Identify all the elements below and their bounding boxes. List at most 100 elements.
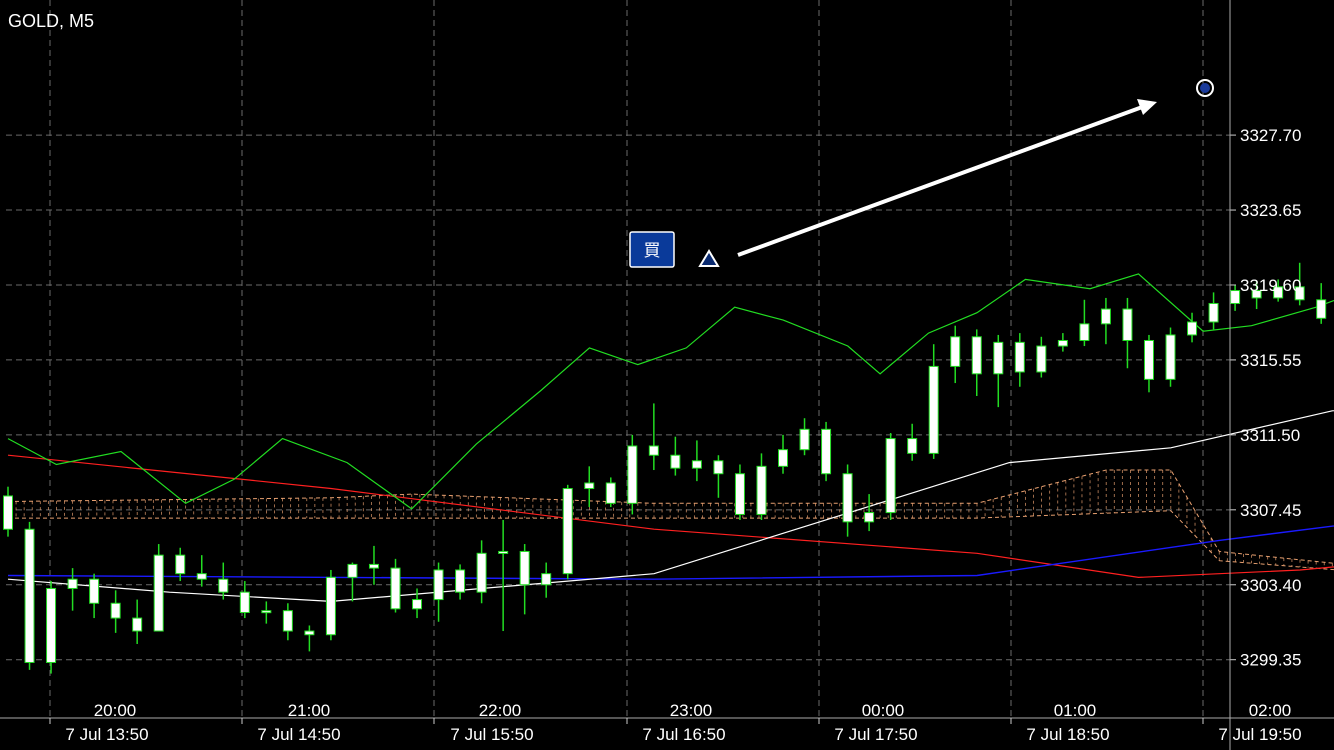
candle-body [1036, 345, 1047, 373]
senkou-span-b [8, 510, 1334, 571]
candle-body [756, 465, 767, 515]
candle-body [778, 449, 789, 467]
candle-body [46, 587, 57, 663]
x-tick-date-label: 7 Jul 15:50 [450, 725, 533, 744]
candle-body [864, 512, 875, 523]
chikou-line [7, 273, 1334, 510]
candle-body [110, 602, 121, 619]
candle-body [1294, 286, 1305, 301]
candle-body [691, 460, 702, 469]
candle-body [584, 482, 595, 490]
x-tick-time-label: 23:00 [670, 701, 713, 720]
trend-arrow[interactable] [737, 104, 1146, 257]
candle-body [971, 336, 982, 375]
candle-body [132, 617, 143, 632]
candle-body [799, 428, 810, 451]
candle-body [325, 576, 336, 636]
candle-body [153, 554, 164, 632]
y-tick-label: 3315.55 [1240, 351, 1301, 370]
candle-body [627, 445, 638, 504]
ichimoku-cloud [7, 469, 1334, 571]
x-tick-time-label: 00:00 [862, 701, 905, 720]
candle-body [562, 488, 573, 575]
alert-triangle-icon[interactable] [698, 249, 720, 267]
x-tick-date-label: 7 Jul 14:50 [257, 725, 340, 744]
buy-marker-label: 買 [644, 241, 661, 261]
kijun-line [7, 525, 1334, 580]
candle-body [455, 569, 466, 593]
candle-body [1273, 286, 1284, 299]
candle-body [196, 573, 207, 580]
candle-body [885, 438, 896, 514]
candle-body [1165, 334, 1176, 380]
annotations: 買 [629, 79, 1214, 268]
x-tick-time-label: 22:00 [479, 701, 522, 720]
candle-body [605, 482, 616, 504]
candle-body [239, 591, 250, 614]
candle-body [993, 341, 1004, 375]
grid [6, 0, 1230, 718]
candle-body [1316, 299, 1327, 319]
x-tick-time-label: 20:00 [94, 701, 137, 720]
candle-body [304, 630, 315, 636]
candle-body [1100, 308, 1111, 325]
candle-body [433, 569, 444, 601]
y-tick-label: 3327.70 [1240, 126, 1301, 145]
candle-body [3, 495, 13, 530]
candle-body [1057, 339, 1068, 347]
buy-marker-badge[interactable] [629, 231, 675, 268]
candle-body [498, 550, 509, 554]
candle-body [1230, 290, 1241, 304]
candle-body [950, 336, 961, 367]
candle-body [476, 552, 487, 593]
target-circle-icon[interactable] [1196, 79, 1214, 97]
candle-body [24, 528, 35, 663]
candle-body [821, 428, 832, 475]
candle-body [368, 563, 379, 569]
x-tick-date-label: 7 Jul 13:50 [65, 725, 148, 744]
candle-body [67, 578, 78, 589]
candle-body [1208, 302, 1219, 323]
candle-body [1251, 290, 1262, 299]
tenkan-line [7, 410, 1334, 603]
candle-body [648, 445, 659, 456]
y-tick-label: 3303.40 [1240, 576, 1301, 595]
indicator-lines [7, 273, 1334, 603]
x-tick-time-label: 21:00 [288, 701, 331, 720]
x-tick-time-label: 01:00 [1054, 701, 1097, 720]
candle-body [734, 473, 745, 515]
candle-body [261, 610, 272, 614]
candle-body [928, 365, 939, 454]
y-tick-label: 3299.35 [1240, 651, 1301, 670]
candle-body [842, 473, 853, 523]
candle-body [218, 578, 229, 593]
x-tick-date-label: 7 Jul 18:50 [1026, 725, 1109, 744]
candles [3, 262, 1327, 674]
y-tick-label: 3319.60 [1240, 276, 1301, 295]
candle-body [907, 438, 918, 454]
y-tick-label: 3323.65 [1240, 201, 1301, 220]
x-tick-time-label: 02:00 [1249, 701, 1292, 720]
candle-body [670, 454, 681, 469]
candle-body [390, 567, 401, 610]
candle-body [1014, 341, 1025, 373]
x-tick-date-label: 7 Jul 17:50 [834, 725, 917, 744]
symbol-label: GOLD, M5 [8, 11, 94, 31]
candle-body [412, 599, 423, 610]
trend-arrow-head [1137, 99, 1157, 115]
candle-body [1187, 321, 1198, 336]
candle-body [541, 573, 552, 586]
candle-body [1079, 323, 1090, 341]
y-tick-label: 3311.50 [1240, 426, 1300, 445]
x-tick-date-label: 7 Jul 19:50 [1218, 725, 1301, 744]
candle-body [713, 460, 724, 475]
candle-body [1122, 308, 1133, 341]
x-tick-date-label: 7 Jul 16:50 [642, 725, 725, 744]
candle-body [175, 554, 186, 575]
moving-average-line [7, 454, 1334, 579]
candle-body [1143, 339, 1154, 380]
candle-body [282, 610, 293, 632]
